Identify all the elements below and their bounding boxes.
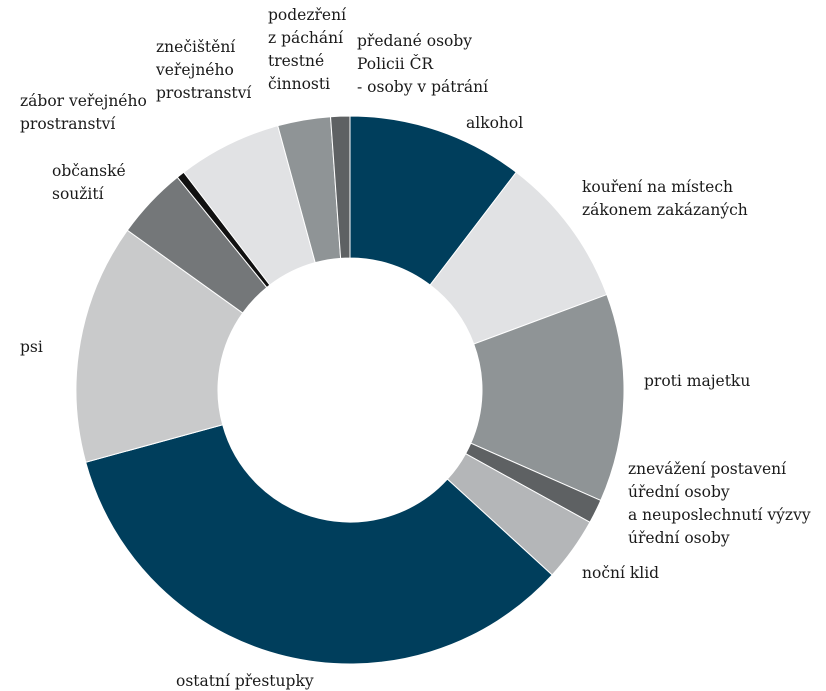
label-znevazeni-postaveni-uredni-osoby-a-neuposlechnuti-vyzvy-uredni-osoby: znevážení postavení úřední osoby a neuposl… [628, 460, 811, 547]
label-line: veřejného [155, 61, 234, 79]
label-znecisteni-verejneho-prostranstvi: znečištění veřejného prostranství [155, 38, 252, 102]
slice-predane-osoby-policii-cr-osoby-v-patrani [329, 115, 351, 259]
label-line: občanské [52, 162, 126, 180]
label-line: - osoby v pátrání [357, 78, 489, 96]
label-line: zákonem zakázaných [582, 201, 748, 219]
slices-group [75, 115, 625, 665]
label-podezreni-z-pachani-trestne-cinnosti: podezření z páchání trestné činnosti [268, 6, 347, 93]
label-line: z páchání [268, 29, 344, 47]
label-zabor-verejneho-prostranstvi: zábor veřejného prostranství [20, 92, 147, 133]
label-obcanske-souziti: občanské soužití [52, 162, 126, 203]
label-line: alkohol [466, 114, 523, 132]
label-line: psi [20, 338, 43, 356]
labels-group: alkohol kouření na místech zákonem zakázan… [20, 6, 811, 690]
slice-psi [75, 229, 244, 463]
label-line: činnosti [268, 75, 330, 93]
label-line: a neuposlechnutí výzvy [628, 506, 811, 524]
label-nocni-klid: noční klid [582, 564, 659, 582]
label-line: úřední osoby [628, 529, 730, 547]
label-line: soužití [52, 185, 105, 203]
label-line: kouření na místech [582, 178, 733, 196]
label-proti-majetku: proti majetku [644, 372, 750, 390]
label-line: Policii ČR [357, 55, 434, 73]
label-line: zábor veřejného [20, 92, 147, 110]
label-line: znečištění [156, 38, 236, 56]
label-koureni-na-mistech-zakonem-zakazanych: kouření na místech zákonem zakázaných [582, 178, 748, 219]
label-line: noční klid [582, 564, 659, 582]
label-predane-osoby-policii-cr-osoby-v-patrani: předané osoby Policii ČR - osoby v pátrání [357, 32, 489, 96]
label-alkohol: alkohol [466, 114, 523, 132]
label-line: podezření [268, 6, 347, 24]
label-line: prostranství [20, 115, 116, 133]
label-line: proti majetku [644, 372, 750, 390]
label-line: znevážení postavení [628, 460, 787, 478]
slice-proti-majetku [470, 293, 625, 502]
label-line: předané osoby [357, 32, 472, 50]
label-psi: psi [20, 338, 43, 356]
label-line: prostranství [156, 84, 252, 102]
label-line: ostatní přestupky [176, 672, 314, 690]
label-line: úřední osoby [628, 483, 730, 501]
label-ostatni-prestupky: ostatní přestupky [176, 672, 314, 690]
slice-ostatni-prestupky [85, 424, 553, 665]
label-line: trestné [268, 52, 324, 70]
